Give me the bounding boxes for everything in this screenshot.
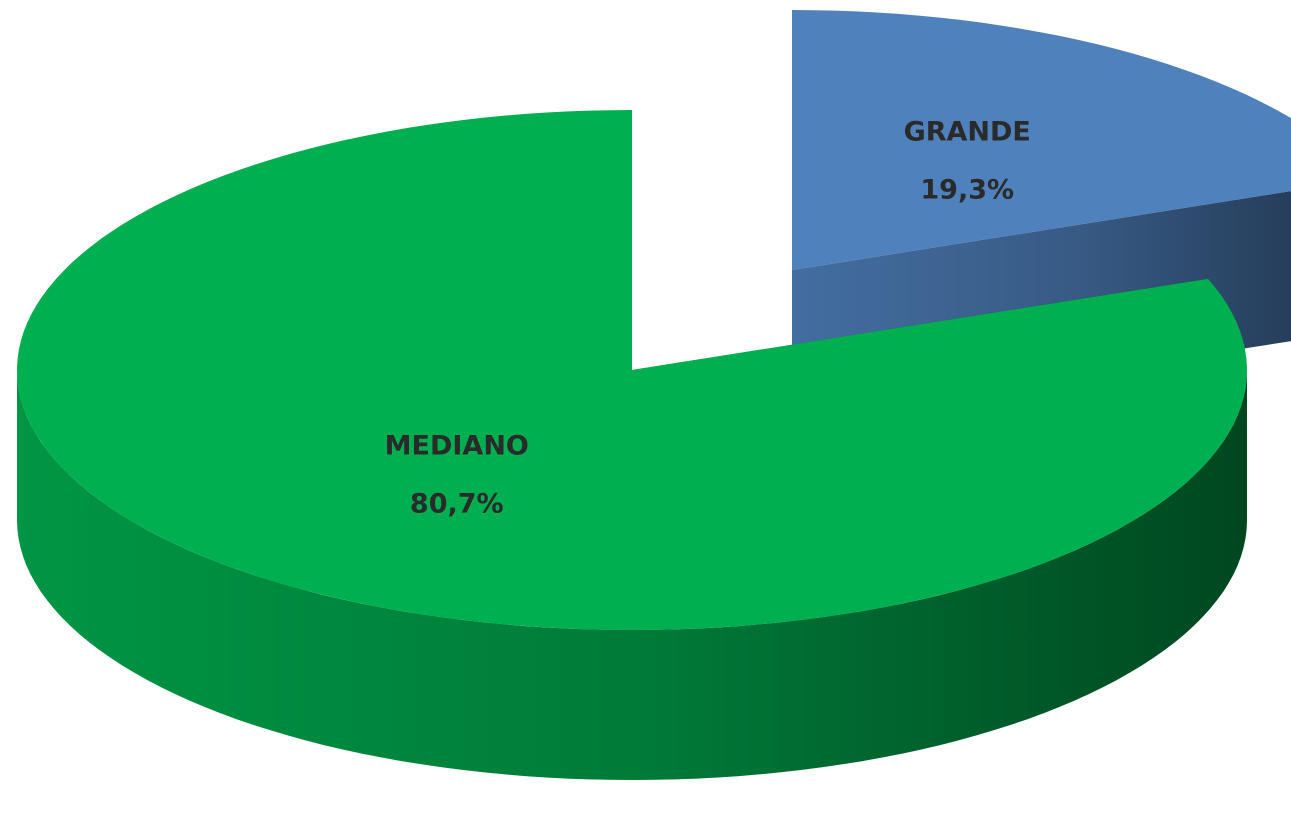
slice-value: 80,7% [410, 488, 504, 519]
pie-slice [17, 110, 1247, 630]
pie-slice [792, 10, 1291, 270]
slice-label: GRANDE [904, 117, 1031, 148]
pie-side-shade [17, 370, 1247, 780]
slice-label: MEDIANO [385, 430, 529, 461]
slice-value: 19,3% [920, 175, 1014, 206]
